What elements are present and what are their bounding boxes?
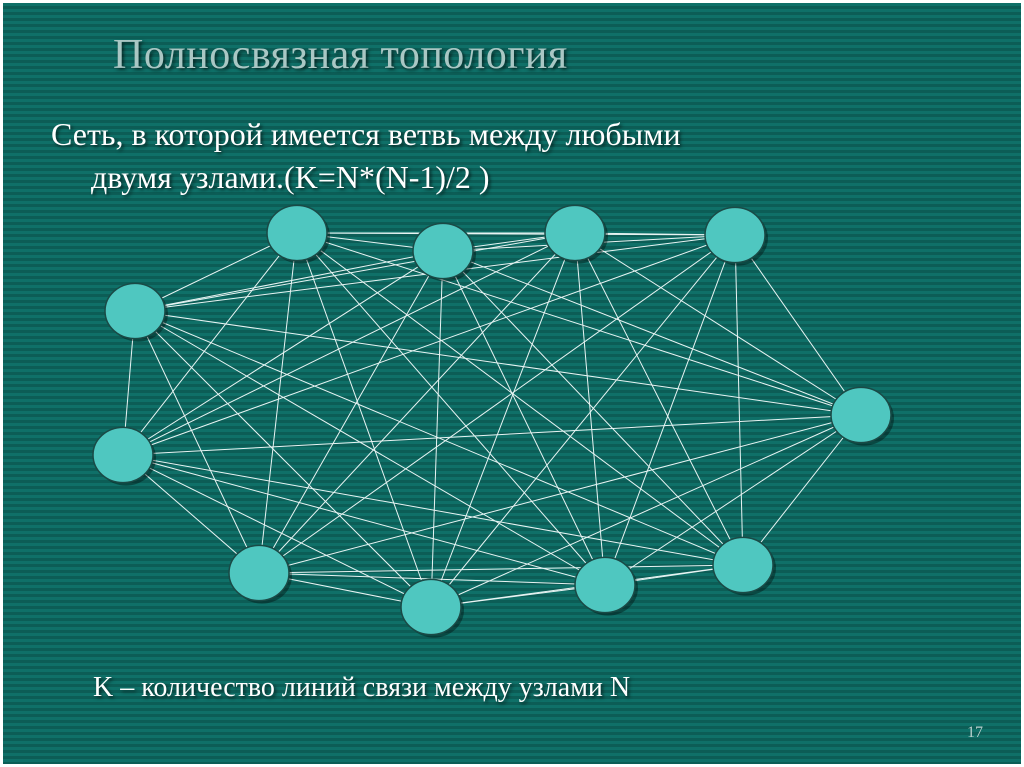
- body-text: Сеть, в которой имеется ветвь между любы…: [51, 113, 973, 199]
- slide: Полносвязная топология Сеть, в которой и…: [0, 0, 1024, 767]
- footnote: K – количество линий связи между узлами …: [93, 672, 630, 704]
- slide-title: Полносвязная топология: [113, 31, 568, 79]
- body-line-1: Сеть, в которой имеется ветвь между любы…: [51, 113, 973, 156]
- body-line-2: двумя узлами.(K=N*(N-1)/2 ): [51, 156, 973, 199]
- page-number: 17: [967, 724, 983, 742]
